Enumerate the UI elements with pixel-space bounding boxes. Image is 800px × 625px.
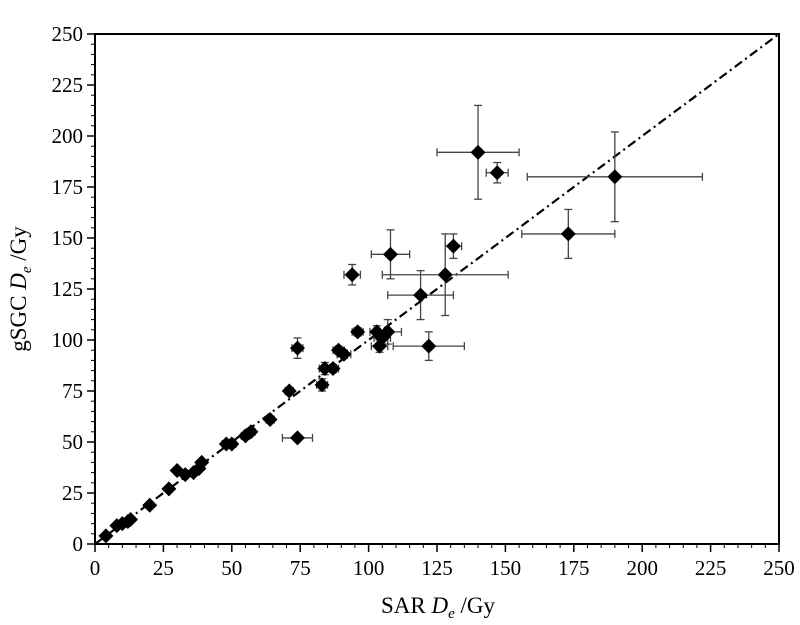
y-tick-label: 125 [52, 277, 84, 301]
x-tick-label: 100 [353, 556, 385, 580]
x-tick-label: 25 [153, 556, 174, 580]
data-point [314, 377, 330, 393]
data-point [382, 246, 398, 262]
markers-layer [98, 144, 623, 544]
x-tick-label: 125 [421, 556, 453, 580]
x-tick-label: 200 [626, 556, 658, 580]
y-tick-label: 225 [52, 73, 84, 97]
data-point [607, 169, 623, 185]
data-point [123, 512, 139, 528]
data-point [281, 383, 297, 399]
y-tick-label: 0 [73, 532, 84, 556]
data-point [560, 226, 576, 242]
x-axis-title: SAR De /Gy [381, 593, 496, 622]
y-tick-label: 25 [62, 481, 83, 505]
data-point [289, 340, 305, 356]
data-point [262, 412, 278, 428]
x-tick-label: 175 [558, 556, 590, 580]
y-tick-label: 175 [52, 175, 84, 199]
data-point [437, 267, 453, 283]
reference-line-layer [94, 33, 780, 545]
y-tick-label: 100 [52, 328, 84, 352]
x-tick-label: 50 [221, 556, 242, 580]
data-point [470, 144, 486, 160]
x-tick-label: 75 [290, 556, 311, 580]
data-point [142, 497, 158, 513]
data-point [317, 361, 333, 377]
x-tick-label: 150 [490, 556, 522, 580]
data-point [413, 287, 429, 303]
one-to-one-line [94, 33, 780, 545]
data-point [289, 430, 305, 446]
data-point [161, 481, 177, 497]
data-point [489, 165, 505, 181]
data-point [344, 267, 360, 283]
x-tick-label: 0 [90, 556, 101, 580]
data-point [194, 454, 210, 470]
x-tick-label: 250 [763, 556, 795, 580]
data-point [325, 361, 341, 377]
y-axis-title: gSGC De /Gy [6, 226, 35, 352]
data-point [445, 238, 461, 254]
y-tick-label: 250 [52, 22, 84, 46]
y-tick-label: 200 [52, 124, 84, 148]
y-tick-label: 50 [62, 430, 83, 454]
data-point [243, 424, 259, 440]
y-tick-label: 75 [62, 379, 83, 403]
data-point [350, 324, 366, 340]
data-point [380, 324, 396, 340]
data-point [224, 436, 240, 452]
data-point [98, 528, 114, 544]
y-tick-label: 150 [52, 226, 84, 250]
ticks-layer: 0 25 50 75 100 125 150 175 200 225 250 0 25 50 75 100 12… [52, 22, 795, 580]
data-point [336, 346, 352, 362]
data-point [421, 338, 437, 354]
x-tick-label: 225 [695, 556, 727, 580]
